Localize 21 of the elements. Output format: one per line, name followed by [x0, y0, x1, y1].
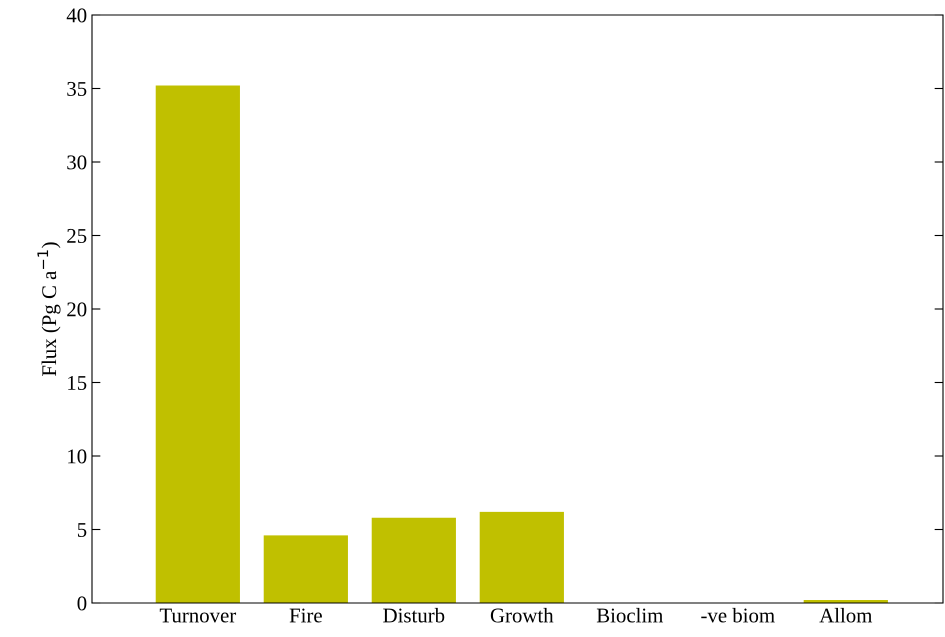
y-tick-label: 0	[78, 596, 86, 610]
x-tick-label: Turnover	[160, 608, 236, 623]
y-tick-label: 5	[78, 523, 86, 537]
x-tick-label: Allom	[819, 608, 872, 623]
bar	[372, 518, 456, 603]
x-tick-label: -ve biom	[701, 608, 775, 623]
y-tick-label: 10	[68, 449, 86, 464]
x-tick-label: Disturb	[383, 608, 444, 623]
bar	[480, 512, 564, 603]
y-tick-label: 25	[67, 228, 86, 243]
x-tick-label: Bioclim	[596, 608, 664, 623]
bar	[264, 535, 348, 603]
y-tick-label: 20	[67, 302, 86, 316]
y-axis-title: Flux (Pg C a$^{−1}$)	[37, 242, 61, 376]
y-tick-label: 35	[67, 82, 86, 96]
y-tick-label: 30	[67, 155, 86, 170]
x-tick-label: Growth	[490, 608, 554, 623]
y-tick-label: 40	[66, 8, 86, 22]
bar	[156, 86, 240, 603]
y-tick-label: 15	[68, 376, 86, 390]
x-tick-label: Fire	[290, 608, 322, 623]
